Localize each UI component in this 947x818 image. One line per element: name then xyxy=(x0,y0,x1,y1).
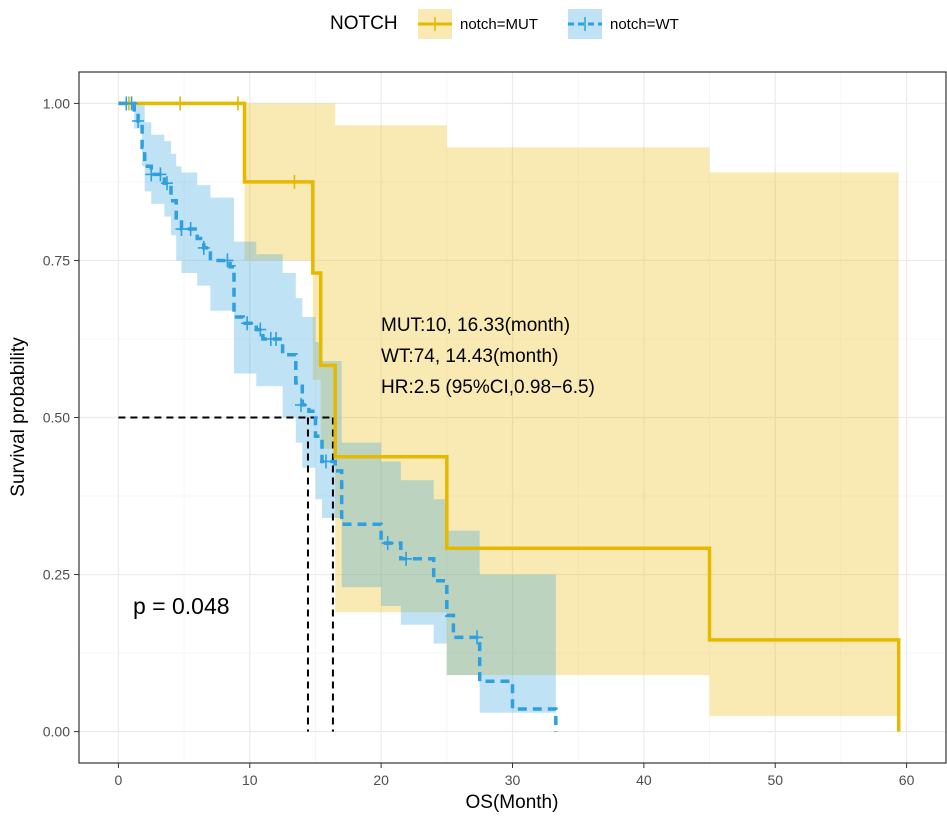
x-tick-label: 50 xyxy=(767,772,783,788)
y-axis: 0.00 0.25 0.50 0.75 1.00 xyxy=(43,95,79,740)
y-tick-label: 0.50 xyxy=(43,410,70,426)
x-axis: 0 10 20 30 40 50 60 xyxy=(115,763,915,788)
censor-mark-wt xyxy=(197,240,210,255)
censor-mark-wt xyxy=(295,397,308,412)
censor-mark-mut xyxy=(288,174,301,189)
x-tick-label: 60 xyxy=(899,772,915,788)
legend-title: NOTCH xyxy=(330,13,398,34)
median-lines xyxy=(118,416,334,732)
y-tick-label: 1.00 xyxy=(43,95,70,111)
censor-mark-wt xyxy=(270,331,283,346)
censor-mark-wt xyxy=(241,316,254,331)
y-tick-label: 0.25 xyxy=(43,567,70,583)
legend-key-wt xyxy=(568,9,602,39)
survival-line-mut xyxy=(118,101,901,732)
censor-mark-wt xyxy=(221,253,234,268)
censor-mark-wt xyxy=(319,454,332,469)
y-axis-title: Survival probability xyxy=(8,337,29,497)
censor-mark-wt xyxy=(400,551,413,566)
x-tick-label: 20 xyxy=(373,772,389,788)
censor-mark-wt xyxy=(161,176,174,191)
y-tick-label: 0.00 xyxy=(43,724,70,740)
legend-label-mut: notch=MUT xyxy=(460,16,538,33)
legend-key-mut xyxy=(418,9,452,39)
legend: NOTCH notch=MUT notch=WT xyxy=(330,9,679,39)
censor-mark-wt xyxy=(132,113,145,128)
x-axis-title: OS(Month) xyxy=(466,792,559,813)
annotation-wt: WT:74, 14.43(month) xyxy=(381,346,558,367)
x-tick-label: 10 xyxy=(242,772,258,788)
x-tick-label: 30 xyxy=(505,772,521,788)
legend-label-wt: notch=WT xyxy=(610,16,679,33)
censor-mark-wt xyxy=(154,167,167,182)
censor-marks xyxy=(120,96,484,645)
censor-mark-wt xyxy=(184,222,197,237)
censor-mark-wt xyxy=(254,322,267,337)
annotation-hr: HR:2.5 (95%CI,0.98−6.5) xyxy=(381,377,595,398)
x-tick-label: 40 xyxy=(636,772,652,788)
censor-mark-wt xyxy=(125,96,138,111)
y-tick-label: 0.75 xyxy=(43,252,70,268)
censor-mark-wt xyxy=(471,630,484,645)
survival-curves xyxy=(118,101,901,732)
censor-mark-wt xyxy=(381,536,394,551)
censor-mark-mut xyxy=(231,96,244,111)
censor-mark-mut xyxy=(174,96,187,111)
p-value-label: p = 0.048 xyxy=(133,593,230,619)
annotation-mut: MUT:10, 16.33(month) xyxy=(381,315,570,336)
x-tick-label: 0 xyxy=(115,772,123,788)
survival-line-wt xyxy=(118,101,558,732)
